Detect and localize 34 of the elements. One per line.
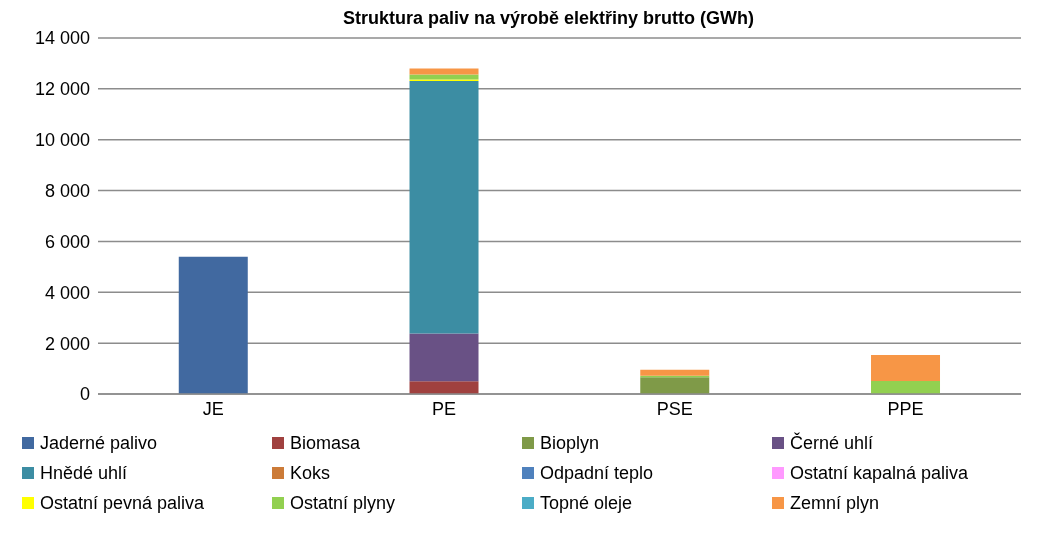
legend-label: Černé uhlí bbox=[790, 432, 874, 454]
legend-label: Ostatní kapalná paliva bbox=[790, 462, 969, 484]
legend-label: Hnědé uhlí bbox=[40, 462, 128, 484]
bar bbox=[871, 355, 941, 382]
y-tick-label: 0 bbox=[79, 384, 90, 405]
bar bbox=[871, 381, 941, 394]
bar bbox=[640, 377, 710, 394]
y-tick-label: 6 000 bbox=[44, 231, 90, 252]
bar bbox=[178, 256, 248, 394]
y-tick-label: 2 000 bbox=[44, 333, 90, 354]
legend-label: Ostatní pevná paliva bbox=[40, 492, 205, 514]
x-tick-label: PE bbox=[432, 398, 457, 419]
bar bbox=[409, 68, 479, 75]
legend-label: Odpadní teplo bbox=[540, 462, 654, 484]
legend-label: Jaderné palivo bbox=[40, 432, 158, 454]
legend-label: Topné oleje bbox=[540, 492, 633, 514]
bar bbox=[409, 80, 479, 334]
legend-label: Zemní plyn bbox=[790, 492, 880, 514]
bar bbox=[409, 333, 479, 382]
x-tick-label: PSE bbox=[656, 398, 693, 419]
y-tick-label: 4 000 bbox=[44, 282, 90, 303]
bar bbox=[409, 381, 479, 394]
x-tick-label: PPE bbox=[887, 398, 924, 419]
legend-label: Bioplyn bbox=[540, 432, 600, 454]
y-tick-label: 8 000 bbox=[44, 180, 90, 201]
y-tick-label: 12 000 bbox=[34, 79, 90, 100]
chart-title: Struktura paliv na výrobě elektřiny brutto (GWh) bbox=[341, 8, 756, 30]
y-tick-label: 14 000 bbox=[34, 28, 90, 49]
y-tick-label: 10 000 bbox=[34, 130, 90, 151]
legend-label: Biomasa bbox=[290, 432, 361, 454]
x-tick-label: JE bbox=[202, 398, 224, 419]
legend-label: Ostatní plyny bbox=[290, 492, 396, 514]
bar bbox=[640, 369, 710, 376]
legend-label: Koks bbox=[290, 462, 331, 484]
